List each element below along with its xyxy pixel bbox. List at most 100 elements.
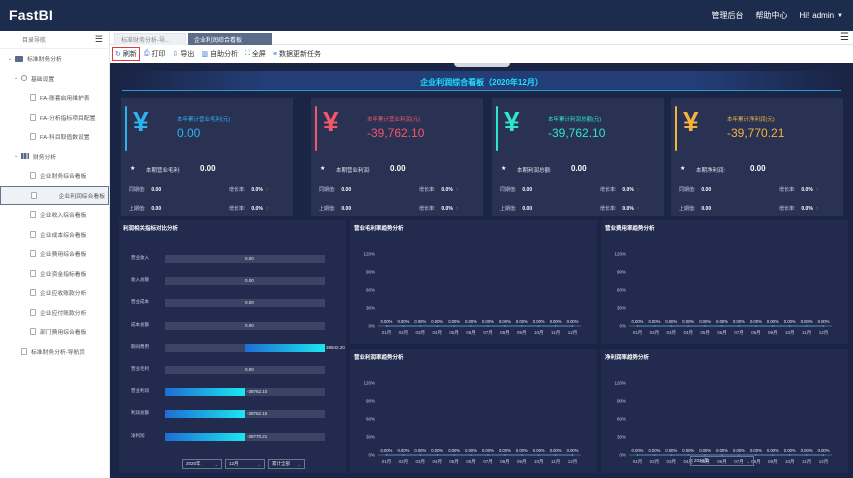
data-point[interactable] xyxy=(385,454,388,456)
data-point[interactable] xyxy=(436,454,439,456)
data-point[interactable] xyxy=(653,454,656,456)
data-point[interactable] xyxy=(670,325,673,327)
tree-item[interactable]: 企业应付账款分析 xyxy=(0,303,109,323)
data-point[interactable] xyxy=(503,325,506,327)
data-point[interactable] xyxy=(721,325,723,327)
data-point[interactable] xyxy=(687,454,690,456)
data-point[interactable] xyxy=(470,454,472,456)
mode-select[interactable]: 累计全部 ⌄ xyxy=(268,459,305,469)
tab-menu-icon[interactable]: ☰ xyxy=(840,32,849,43)
tree-item[interactable]: ⌄ 财务分析 xyxy=(0,147,109,167)
data-point[interactable] xyxy=(771,325,774,327)
data-point[interactable] xyxy=(704,454,707,456)
data-point[interactable] xyxy=(402,454,405,456)
tree-item[interactable]: 企业利润综合看板 xyxy=(0,185,109,205)
caret-down-icon[interactable]: ⌄ xyxy=(14,75,19,82)
data-point[interactable] xyxy=(721,454,723,456)
x-tick-label: 11月 xyxy=(551,459,560,465)
collapse-menu-icon[interactable]: ☰ xyxy=(94,34,103,44)
admin-link[interactable]: 管理后台 xyxy=(711,11,744,20)
data-point[interactable] xyxy=(822,325,825,327)
data-point[interactable] xyxy=(754,325,757,327)
tab-navigation-page[interactable]: 标准财务分析-导... xyxy=(114,33,186,45)
same-period-label: 同期值: xyxy=(500,187,517,193)
x-tick-label: 07月 xyxy=(734,330,744,336)
dashboard-title-bar: 企业利润综合看板（2020年12月） xyxy=(122,71,841,91)
tree-item[interactable]: FA-分析指标项目配置 xyxy=(0,108,109,128)
data-point[interactable] xyxy=(470,325,472,327)
year-select[interactable]: 2020年 ⌄ xyxy=(182,459,222,469)
tree-item[interactable]: 企业财务综合看板 xyxy=(0,166,109,186)
bar[interactable] xyxy=(165,410,245,419)
tree-item[interactable]: 企业应收账款分析 xyxy=(0,283,109,303)
trend-year-select[interactable]: 2020年 ⌄ xyxy=(690,456,754,466)
tree-item[interactable]: ⌄ 标准财务分析 xyxy=(0,49,109,69)
fullscreen-button[interactable]: ⛶ 全屏 xyxy=(242,48,269,60)
app-logo[interactable]: FastBI xyxy=(9,7,53,23)
tree-item[interactable]: 部门费用综合看板 xyxy=(0,322,109,342)
tree-item[interactable]: ⌄ 基础设置 xyxy=(0,69,109,89)
data-point[interactable] xyxy=(436,325,439,327)
caret-down-icon[interactable]: ⌄ xyxy=(14,153,19,160)
data-point[interactable] xyxy=(805,454,808,456)
data-point[interactable] xyxy=(554,454,557,456)
help-link[interactable]: 帮助中心 xyxy=(755,11,788,20)
tree-item[interactable]: 标准财务分析-导航页 xyxy=(0,342,109,362)
card-title: 本年累计营业利润(元) xyxy=(367,117,421,123)
tree-item-label: 企业收入综合看板 xyxy=(40,213,87,220)
tree-item[interactable]: 企业收入综合看板 xyxy=(0,205,109,225)
tree-item[interactable]: 企业资金指标看板 xyxy=(0,264,109,284)
tab-profit-dashboard[interactable]: 企业利润综合看板 xyxy=(188,33,272,45)
data-point[interactable] xyxy=(636,454,639,456)
data-label: 0.00% xyxy=(448,448,460,453)
data-point[interactable] xyxy=(487,325,489,327)
data-point[interactable] xyxy=(687,325,690,327)
data-point[interactable] xyxy=(822,454,825,456)
self-analysis-button[interactable]: ▥ 自助分析 xyxy=(198,48,241,60)
data-point[interactable] xyxy=(788,454,791,456)
month-select[interactable]: 12月 ⌄ xyxy=(225,459,265,469)
data-point[interactable] xyxy=(537,454,540,456)
data-point[interactable] xyxy=(520,454,523,456)
data-point[interactable] xyxy=(738,454,740,456)
bar[interactable] xyxy=(165,432,245,441)
data-point[interactable] xyxy=(788,325,791,327)
bar[interactable] xyxy=(245,343,325,352)
data-point[interactable] xyxy=(402,325,405,327)
caret-down-icon[interactable]: ⌄ xyxy=(8,55,13,62)
data-point[interactable] xyxy=(520,325,523,327)
data-point[interactable] xyxy=(385,325,388,327)
data-point[interactable] xyxy=(670,454,673,456)
chevron-down-icon: ⌄ xyxy=(297,461,301,467)
data-point[interactable] xyxy=(805,325,808,327)
data-point[interactable] xyxy=(704,325,707,327)
tree-item[interactable]: 企业费用综合看板 xyxy=(0,244,109,264)
refresh-button[interactable]: ↻ 刷新 xyxy=(112,47,140,61)
data-point[interactable] xyxy=(537,325,540,327)
data-point[interactable] xyxy=(571,454,574,456)
data-label: 0.00% xyxy=(567,319,579,324)
tree-item[interactable]: FA-科目取值数设置 xyxy=(0,127,109,147)
data-point[interactable] xyxy=(453,454,456,456)
tree-item[interactable]: 企业成本综合看板 xyxy=(0,225,109,245)
data-update-task-button[interactable]: ≡ 数据更新任务 xyxy=(270,48,324,60)
data-point[interactable] xyxy=(554,325,557,327)
print-button[interactable]: ⎙ 打印 xyxy=(141,48,169,60)
data-point[interactable] xyxy=(636,325,639,327)
data-point[interactable] xyxy=(503,454,506,456)
export-button[interactable]: ⇩ 导出 xyxy=(169,48,197,60)
bar[interactable] xyxy=(165,388,245,397)
data-point[interactable] xyxy=(571,325,574,327)
user-menu[interactable]: Hi! admin ▼ xyxy=(799,11,843,20)
data-point[interactable] xyxy=(453,325,456,327)
data-point[interactable] xyxy=(487,454,489,456)
y-tick-label: 60% xyxy=(617,417,626,422)
tree-item[interactable]: FA-账套启用维护表 xyxy=(0,88,109,108)
data-point[interactable] xyxy=(419,454,422,456)
collapse-toolbar-handle[interactable] xyxy=(454,63,510,67)
data-point[interactable] xyxy=(653,325,656,327)
data-point[interactable] xyxy=(419,325,422,327)
data-point[interactable] xyxy=(771,454,774,456)
data-point[interactable] xyxy=(754,454,757,456)
data-point[interactable] xyxy=(738,325,740,327)
